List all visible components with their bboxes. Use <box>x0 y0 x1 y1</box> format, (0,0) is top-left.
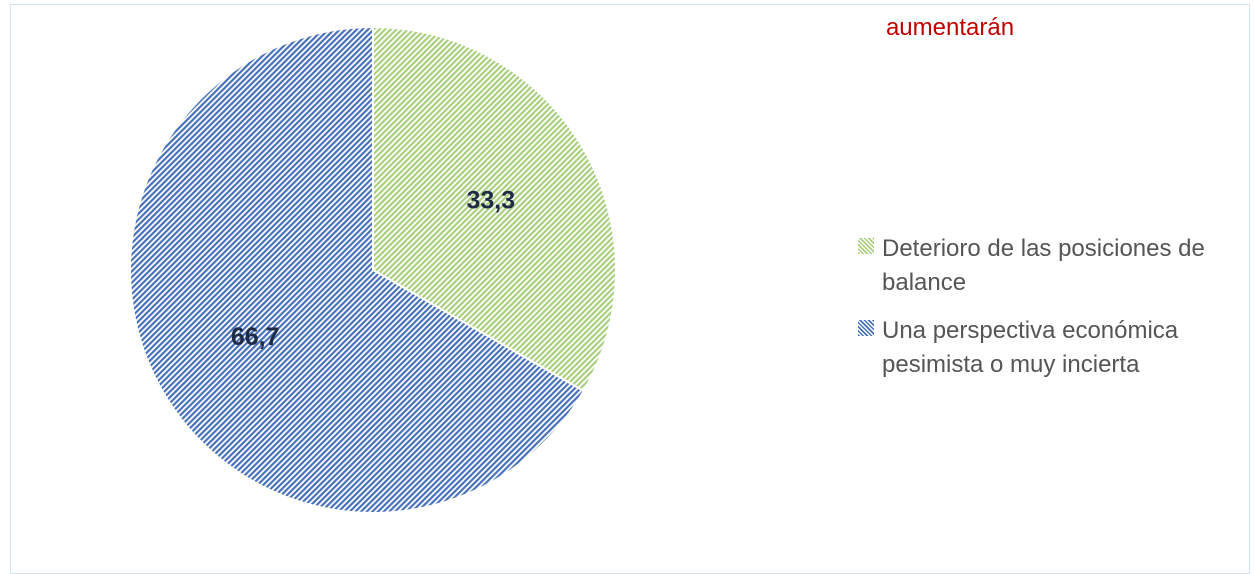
chart-title: aumentarán <box>885 14 1015 41</box>
legend: Deterioro de las posiciones de balance Un… <box>858 232 1218 396</box>
data-label: 66,7 <box>231 323 280 351</box>
pie-slice <box>129 25 586 514</box>
legend-label: Deterioro de las posiciones de balance <box>882 235 1205 296</box>
legend-item: Deterioro de las posiciones de balance <box>858 232 1218 300</box>
data-label: 33,3 <box>466 186 515 214</box>
legend-label: Una perspectiva económica pesimista o mu… <box>882 317 1179 378</box>
legend-item: Una perspectiva económica pesimista o mu… <box>858 314 1218 382</box>
legend-swatch <box>858 238 874 254</box>
pie-slice <box>372 25 617 393</box>
legend-swatch <box>858 320 874 336</box>
